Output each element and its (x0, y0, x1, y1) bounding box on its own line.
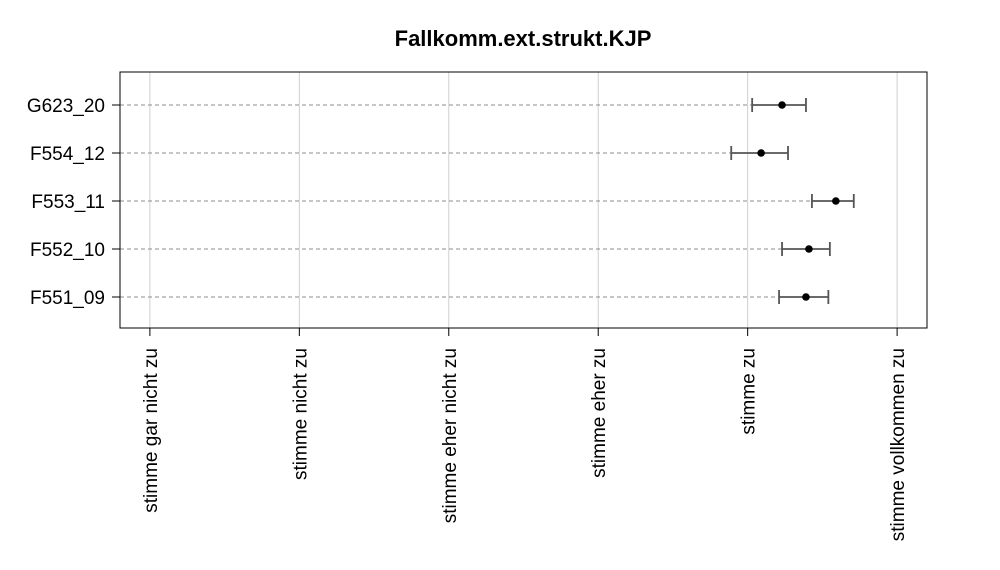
row-layer (120, 104, 836, 298)
mean-point (757, 149, 765, 157)
y-tick-label: F551_09 (30, 288, 105, 309)
x-tick-label: stimme vollkommen zu (888, 348, 909, 541)
mean-point (832, 197, 840, 205)
y-tick-label: F552_10 (30, 240, 105, 261)
data-points (730, 98, 855, 304)
error-bar-point (781, 242, 831, 256)
x-axis: stimme gar nicht zu stimme nicht zu stimme… (141, 328, 909, 541)
error-bar-point (730, 146, 789, 160)
error-bar-point (751, 98, 807, 112)
mean-point (805, 245, 813, 253)
x-tick-label: stimme zu (739, 348, 760, 435)
error-bar-point (778, 290, 830, 304)
y-tick-label: F553_11 (31, 192, 105, 213)
chart-title: Fallkomm.ext.strukt.KJP (395, 26, 652, 51)
mean-point (778, 101, 786, 109)
y-tick-label: G623_20 (27, 96, 105, 117)
mean-point (802, 293, 810, 301)
x-tick-label: stimme eher nicht zu (440, 348, 461, 523)
y-axis-labels: G623_20 F554_12 F553_11 F552_10 F551_09 (27, 96, 120, 309)
grid-layer (149, 72, 898, 328)
x-tick-label: stimme nicht zu (290, 348, 311, 480)
y-tick-label: F554_12 (30, 144, 105, 165)
x-tick-label: stimme gar nicht zu (141, 348, 162, 513)
plot-frame (119, 71, 928, 329)
x-tick-label: stimme eher zu (589, 348, 610, 478)
error-bar-point (811, 194, 855, 208)
